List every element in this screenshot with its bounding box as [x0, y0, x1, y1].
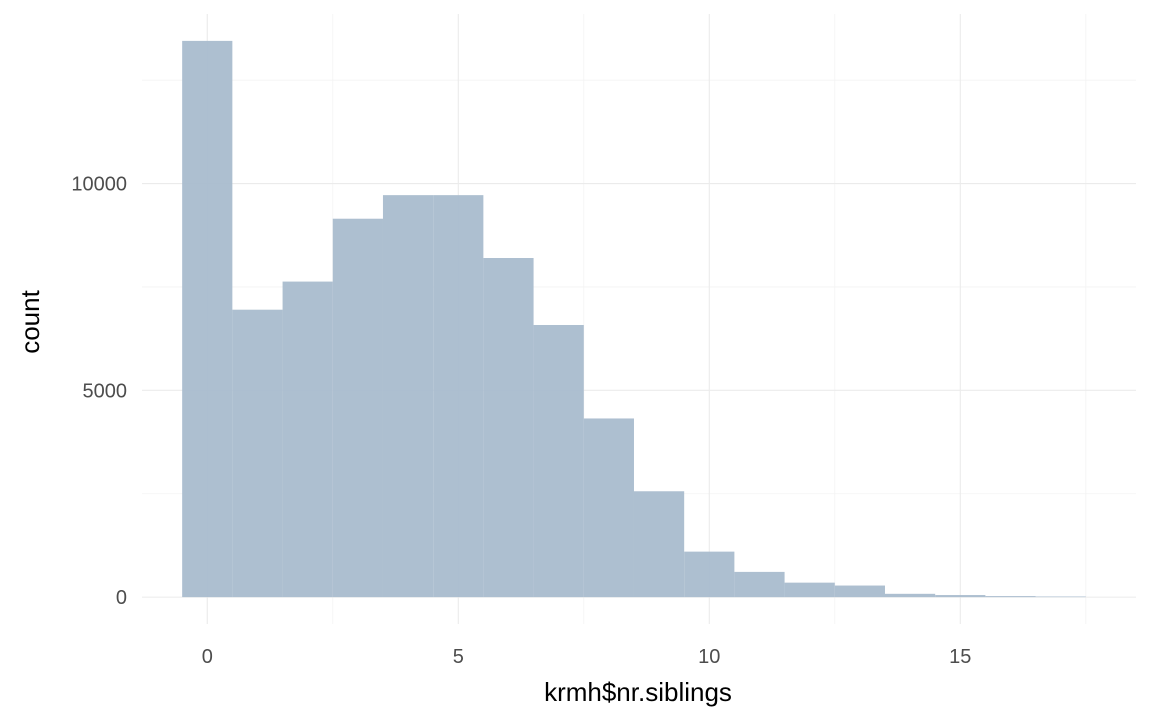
y-tick-label: 10000 [71, 174, 127, 196]
x-axis-tick-labels: 0 5 10 15 [202, 646, 972, 668]
x-tick-label: 5 [453, 646, 464, 668]
x-tick-label: 10 [698, 646, 720, 668]
histogram-bar [433, 195, 484, 598]
histogram-bar [332, 218, 383, 598]
histogram-bar [884, 593, 936, 598]
x-tick-label: 0 [202, 646, 213, 668]
histogram-bar [533, 324, 584, 598]
y-tick-label: 0 [116, 587, 127, 609]
y-axis-tick-labels: 0 5000 10000 [71, 174, 127, 610]
y-axis-title: count [15, 289, 45, 353]
histogram-bar [232, 309, 283, 598]
histogram-bar [684, 551, 735, 598]
histogram-bar [182, 40, 233, 598]
x-tick-label: 15 [949, 646, 971, 668]
histogram-bar [583, 418, 634, 598]
histogram-bar [834, 585, 885, 598]
histogram-bar [734, 571, 785, 598]
histogram-bar [282, 281, 333, 598]
y-tick-label: 5000 [83, 380, 128, 402]
histogram-bar [382, 195, 434, 598]
histogram-bar [633, 491, 685, 598]
histogram-bar [1035, 596, 1086, 598]
histogram-bar [935, 595, 986, 598]
histogram-bar [985, 596, 1036, 598]
x-axis-title: krmh$nr.siblings [544, 677, 732, 707]
histogram-bar [483, 258, 534, 598]
histogram-bars [182, 40, 1086, 598]
histogram-bar [784, 582, 835, 598]
